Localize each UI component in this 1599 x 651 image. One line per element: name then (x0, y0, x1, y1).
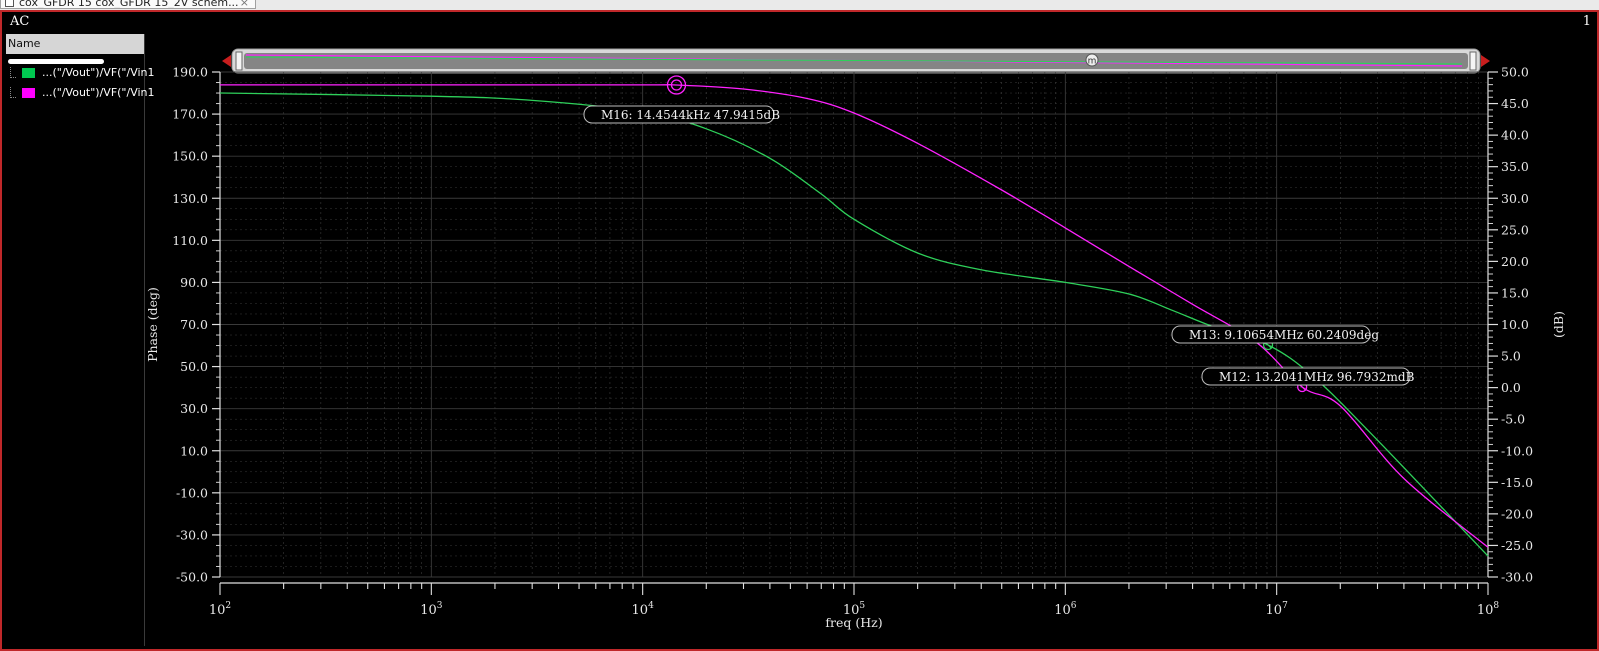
left-axis-tick-label: 90.0 (180, 275, 208, 290)
marker-m13-label-box (1171, 325, 1371, 344)
right-axis-tick-label: 45.0 (1501, 96, 1529, 111)
legend-column-header[interactable]: Name (6, 34, 144, 54)
scroll-left-arrow-icon[interactable] (222, 55, 231, 67)
x-axis-title: freq (Hz) (825, 615, 882, 630)
markers: M16: 14.4544kHz 47.9415dB M13: 9.10654MHz… (583, 75, 1415, 393)
left-axis-tick-label: 30.0 (180, 401, 208, 416)
document-icon (5, 0, 14, 7)
right-axis-title: (dB) (1551, 311, 1566, 338)
phase-trace-line (219, 92, 1489, 557)
right-axis-tick-label: 35.0 (1501, 159, 1529, 174)
x-axis-tick-label: 102 (209, 601, 231, 618)
document-tab[interactable]: cox_GFDR 15 cox_GFDR 15_2V schem... × (0, 0, 256, 9)
x-axis-tick-label: 104 (632, 601, 655, 618)
graph-window: AC 1 Name ...("/Vout")/VF("/Vin1 ...("/V… (0, 10, 1599, 651)
right-axis-tick-label: 20.0 (1501, 254, 1529, 269)
x-axis-tick-label: 106 (1054, 601, 1077, 618)
window-title: AC (10, 14, 30, 29)
ac-plot[interactable]: 190.0170.0150.0130.0110.090.070.050.030.… (2, 12, 1597, 649)
left-axis-tick-label: 10.0 (180, 443, 208, 458)
left-axis-tick-label: -10.0 (176, 485, 208, 500)
tab-label: cox_GFDR 15 cox_GFDR 15_2V schem... (19, 0, 239, 9)
right-axis-tick-label: -30.0 (1501, 570, 1533, 585)
right-axis-tick-label: 30.0 (1501, 191, 1529, 206)
right-axis-tick-label: 25.0 (1501, 222, 1529, 237)
zoom-scrollbar[interactable]: m (222, 46, 1490, 76)
right-axis-tick-label: 5.0 (1501, 349, 1521, 364)
tab-close-icon[interactable]: × (239, 0, 249, 9)
right-axis-tick-label: 15.0 (1501, 285, 1529, 300)
zoom-center-label: m (1088, 57, 1097, 67)
marker-m16-point-icon (670, 79, 683, 91)
zoom-right-handle[interactable] (1469, 51, 1477, 71)
zoom-center-handle[interactable] (1085, 53, 1099, 67)
scroll-right-arrow-icon[interactable] (1481, 55, 1490, 67)
grid (219, 71, 1489, 578)
traces (219, 84, 1489, 557)
marker-m16-label: M16: 14.4544kHz 47.9415dB (601, 108, 780, 122)
left-axis-tick-label: 50.0 (180, 359, 208, 374)
tab-bar: cox_GFDR 15 cox_GFDR 15_2V schem... × (0, 0, 1599, 10)
legend-item-magenta-trace[interactable]: ...("/Vout")/VF("/Vin1 (6, 84, 155, 104)
magnitude-trace-line (219, 84, 1489, 548)
left-axis-tick-label: 150.0 (172, 149, 208, 164)
x-axis-tick-label: 107 (1266, 601, 1289, 618)
right-axis-tick-label: 40.0 (1501, 128, 1529, 143)
right-axis-tick-label: 10.0 (1501, 317, 1529, 332)
marker-m12-label: M12: 13.2041MHz 96.7932mdB (1219, 370, 1415, 384)
zoom-green-preview (245, 56, 1463, 65)
magenta-swatch-icon (22, 88, 35, 98)
right-axis-tick-label: -15.0 (1501, 475, 1533, 490)
green-swatch-icon (22, 68, 35, 78)
right-axis-tick-label: -10.0 (1501, 443, 1533, 458)
legend-item-label: ...("/Vout")/VF("/Vin1 (42, 66, 155, 79)
trace-legend-panel: Name ...("/Vout")/VF("/Vin1 ...("/Vout")… (6, 34, 155, 646)
marker-m16-outer-ring-icon (666, 75, 687, 95)
legend-item-green-trace[interactable]: ...("/Vout")/VF("/Vin1 (6, 64, 155, 84)
marker-m12-label-box (1201, 367, 1411, 386)
left-axis-tick-label: -30.0 (176, 527, 208, 542)
x-axis-tick-label: 108 (1477, 601, 1500, 618)
right-axis-tick-label: 50.0 (1501, 65, 1529, 80)
right-axis-tick-label: -20.0 (1501, 506, 1533, 521)
x-axis-tick-label: 105 (843, 601, 866, 618)
left-axis-tick-label: 110.0 (172, 233, 208, 248)
marker-m13-label: M13: 9.10654MHz 60.2409deg (1189, 328, 1379, 342)
x-axis-tick-label: 103 (420, 601, 443, 618)
zoom-left-handle[interactable] (235, 51, 243, 71)
axes: 190.0 170.0 150.0 130.0 110.0 90.0 70.0 50.0 30.… (145, 65, 1566, 631)
left-axis-tick-label: -50.0 (176, 570, 208, 585)
window-index: 1 (1582, 14, 1591, 29)
marker-m16-label-box (583, 105, 775, 124)
right-axis-tick-label: -25.0 (1501, 538, 1533, 553)
left-axis-tick-label: 190.0 (172, 65, 208, 80)
left-axis-tick-label: 70.0 (180, 317, 208, 332)
left-axis-tick-label: 170.0 (172, 107, 208, 122)
left-axis-title: Phase (deg) (145, 287, 160, 362)
legend-scrollbar[interactable] (8, 59, 104, 64)
right-axis-tick-label: 0.0 (1501, 380, 1521, 395)
legend-item-label: ...("/Vout")/VF("/Vin1 (42, 86, 155, 99)
right-axis-tick-label: -5.0 (1501, 412, 1525, 427)
left-axis-tick-label: 130.0 (172, 191, 208, 206)
